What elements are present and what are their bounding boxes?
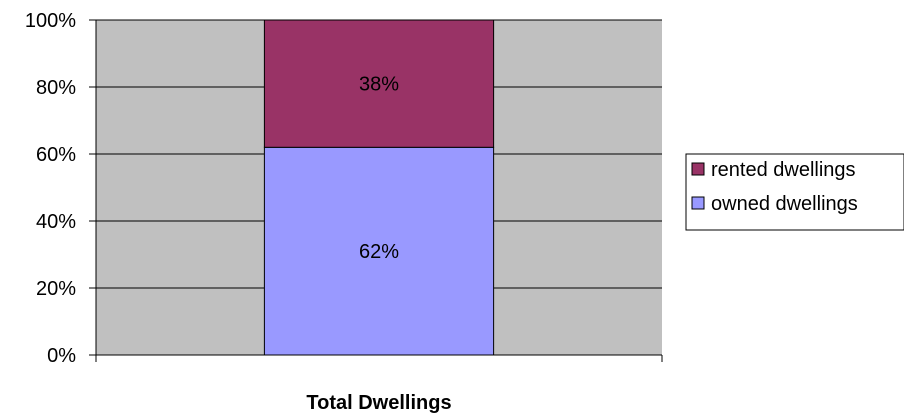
bar-segment-owned-dwellings [263,146,495,356]
bars: 62% 38% [263,19,495,356]
y-tick-label: 20% [36,278,76,300]
legend-label: rented dwellings [711,159,856,181]
data-label: 62% [359,241,399,263]
y-tick-label: 60% [36,144,76,166]
legend: rented dwellings owned dwellings [685,153,904,231]
legend-swatch [691,162,705,176]
bar-segment-rented-dwellings [263,19,495,148]
legend-swatch [691,196,705,210]
y-tick-label: 40% [36,211,76,233]
y-axis-labels: 0% 20% 40% 60% 80% 100% [25,10,76,367]
y-tick-label: 80% [36,77,76,99]
legend-box [685,153,904,231]
y-axis-ticks [89,19,96,356]
y-tick-label: 0% [47,345,76,367]
data-label: 38% [359,74,399,96]
x-category-label: Total Dwellings [306,392,451,414]
legend-label: owned dwellings [711,193,858,215]
y-tick-label: 100% [25,10,76,32]
